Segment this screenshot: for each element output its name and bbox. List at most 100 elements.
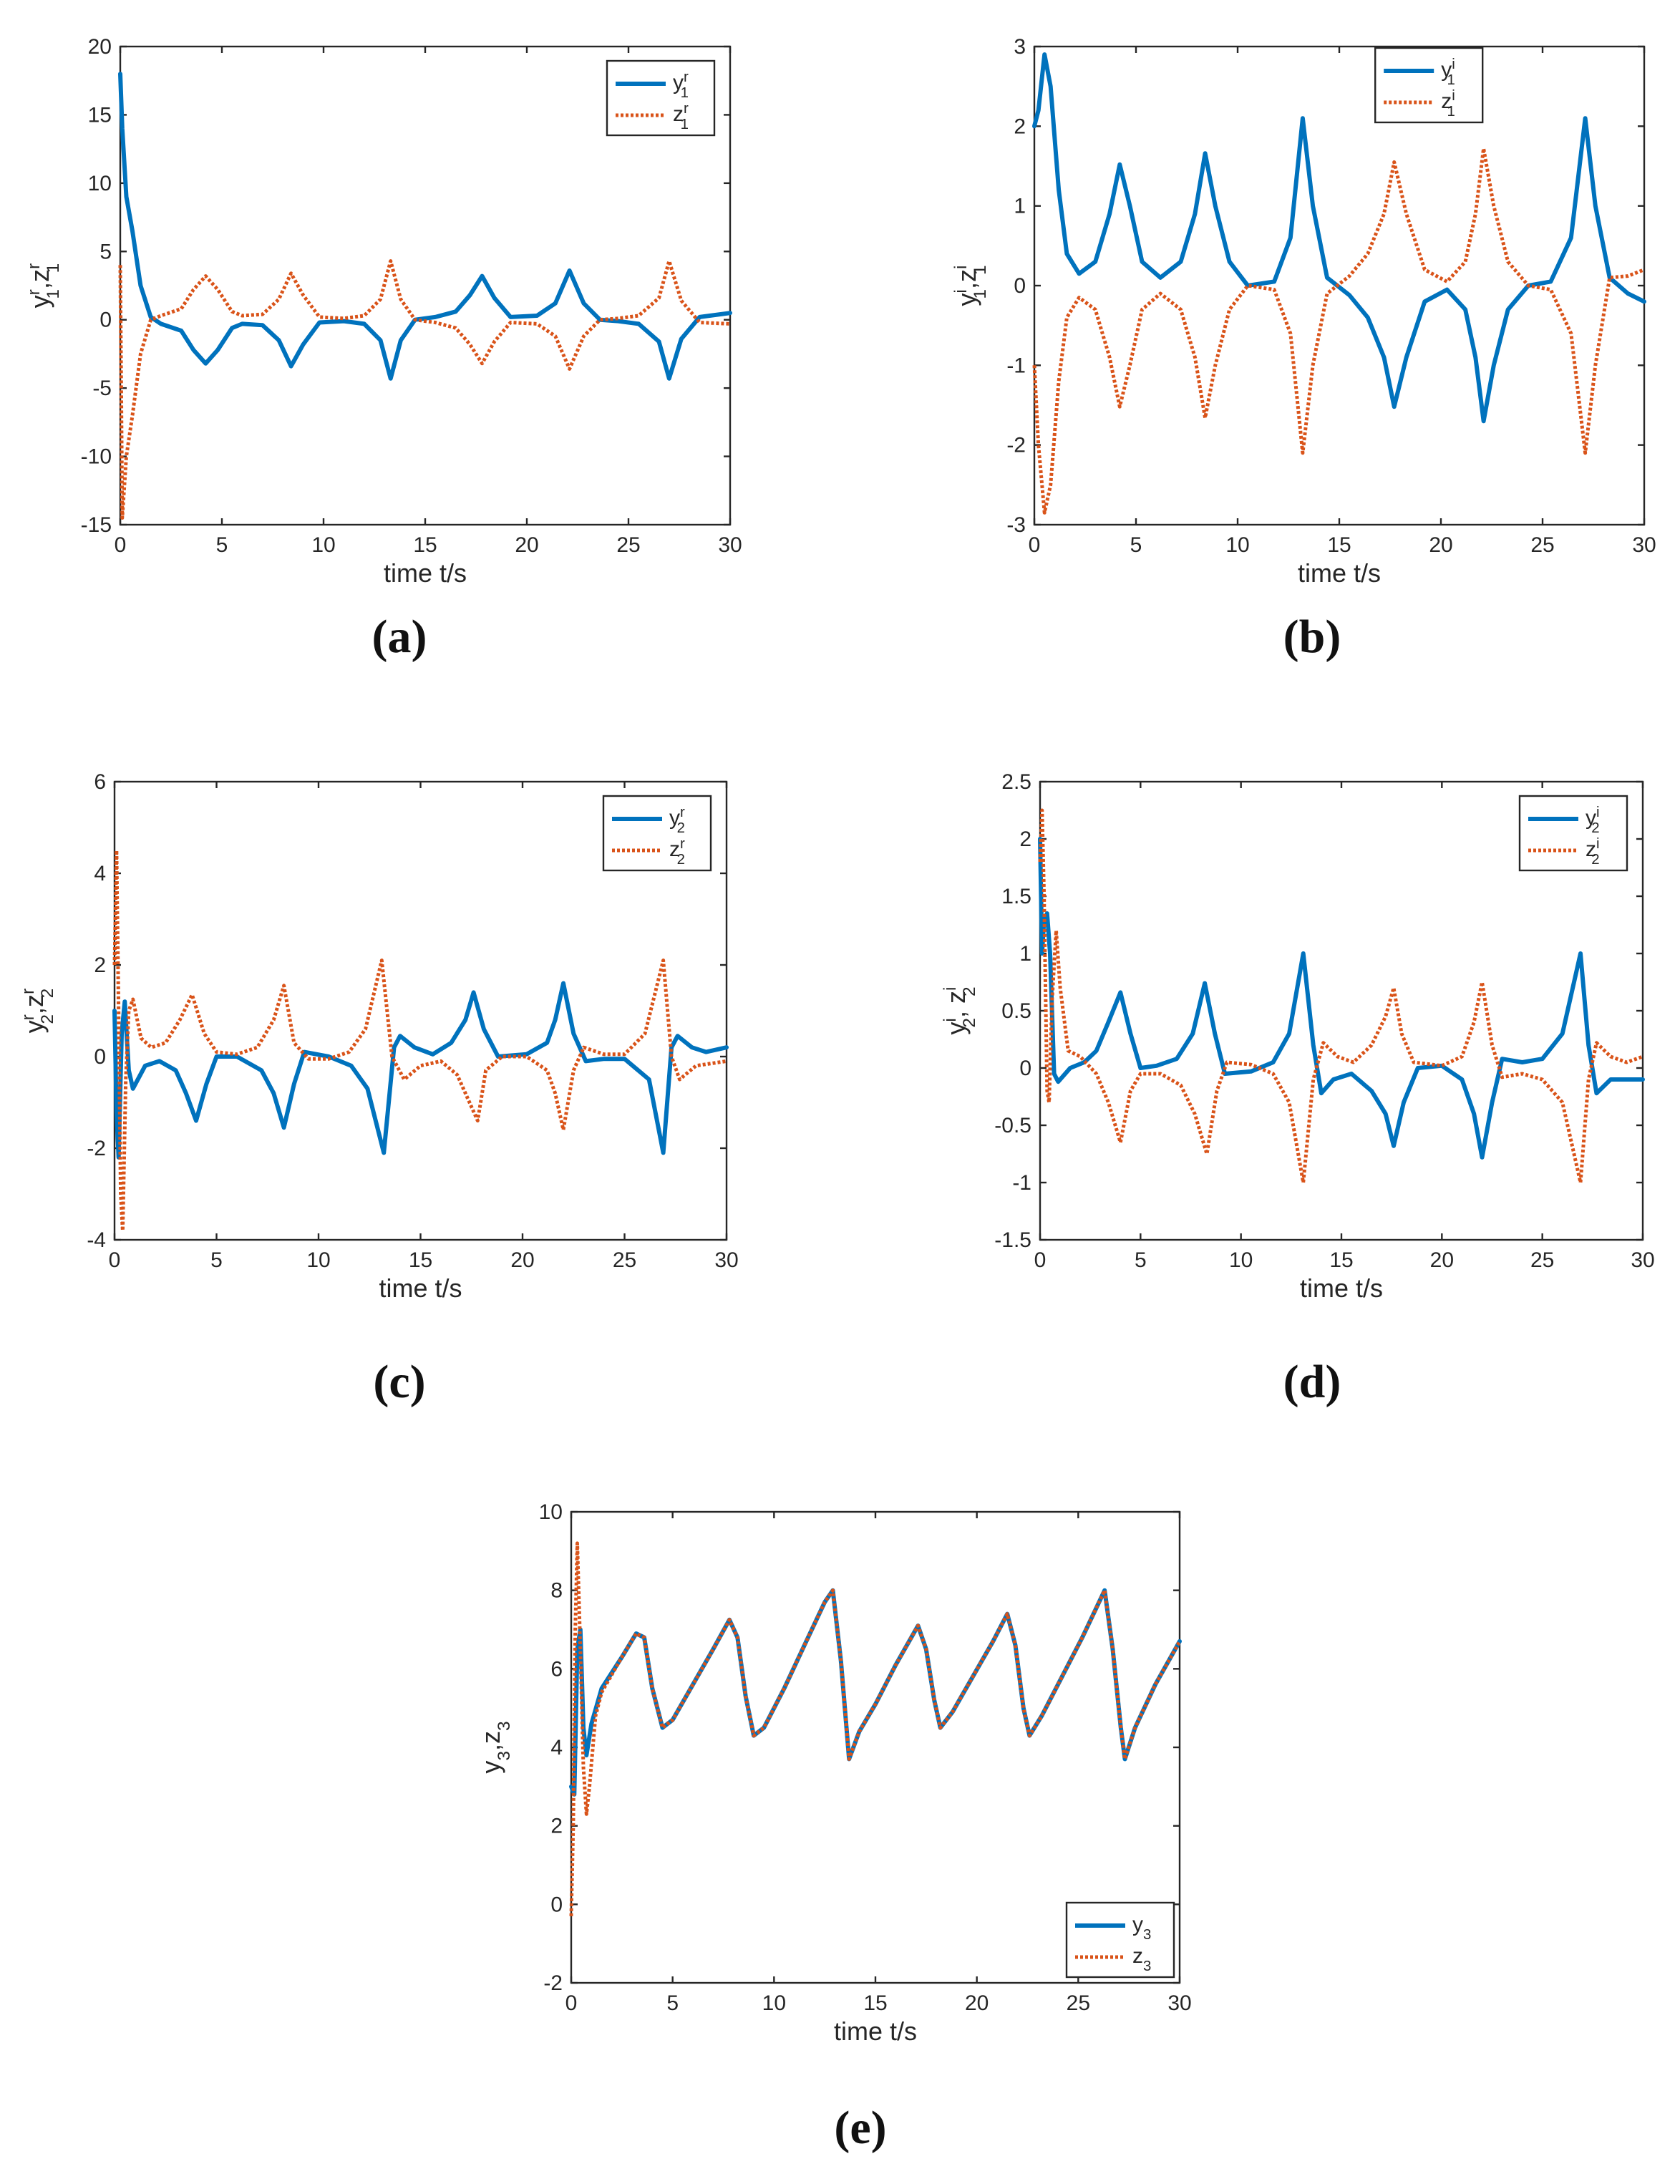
legend-y-label: yr 2 xyxy=(669,805,685,836)
legend-name-base: y xyxy=(1441,58,1452,82)
legend-name-base: y xyxy=(669,806,680,830)
y-label-part2-sub: 3 xyxy=(495,1721,514,1731)
y-tick-label: 20 xyxy=(88,35,112,59)
legend-name-sup: r xyxy=(680,805,685,820)
series-z-line xyxy=(1038,808,1643,1185)
y-tick-label: 5 xyxy=(99,240,112,263)
legend: yi 1zi 1 xyxy=(1374,47,1484,124)
y-tick-label: 4 xyxy=(550,1736,563,1760)
y-label-sep: , xyxy=(941,1004,971,1018)
x-tick-label: 25 xyxy=(1067,1991,1090,2015)
y-label-part1-base: y xyxy=(941,1022,971,1035)
y-tick-label: -2 xyxy=(1006,434,1026,457)
y-label-part2-base: z xyxy=(476,1731,505,1744)
legend-name-sup: i xyxy=(1452,88,1455,104)
y-tick-label: -1 xyxy=(1012,1171,1031,1195)
legend-name-sub: 3 xyxy=(1143,1927,1151,1943)
y-tick-label: 1.5 xyxy=(1001,885,1031,908)
y-label-part2-sub: 1 xyxy=(971,265,990,275)
x-tick-label: 0 xyxy=(1029,533,1041,557)
y-label-part1-sub: 1 xyxy=(971,289,990,299)
y-label-part2-sub: 2 xyxy=(960,986,979,996)
x-tick-label: 20 xyxy=(515,533,538,557)
y-label-part2-sup: i xyxy=(941,987,960,991)
y-tick-label: 4 xyxy=(94,862,106,885)
y-tick-label: 2 xyxy=(94,953,106,977)
x-tick-label: 30 xyxy=(1632,533,1656,557)
legend-name-sub: 3 xyxy=(1143,1959,1151,1974)
x-axis-label: time t/s xyxy=(379,1273,462,1303)
legend-name-sub: 2 xyxy=(677,852,685,868)
y-label-part2-base: z xyxy=(19,994,49,1007)
y-axis-label: y3,z3 xyxy=(476,1721,514,1773)
y-label-part1-sup: i xyxy=(951,289,971,293)
y-label-part2-base: z xyxy=(941,991,971,1004)
x-tick-label: 15 xyxy=(1327,533,1351,557)
y-label-part2-base: z xyxy=(952,269,981,282)
y-axis-label: yr1,zr1 xyxy=(24,263,63,309)
y-tick-label: 2 xyxy=(1019,828,1031,851)
x-tick-label: 5 xyxy=(210,1248,223,1272)
y-axis-label: yi1,zi1 xyxy=(951,265,990,306)
x-tick-label: 15 xyxy=(413,533,437,557)
y-label-part2-base: z xyxy=(25,269,54,282)
y-tick-label: 3 xyxy=(1014,35,1026,59)
y-tick-label: 0 xyxy=(94,1045,106,1069)
legend-name-sub: 1 xyxy=(681,85,689,101)
y-tick-label: -4 xyxy=(87,1228,106,1252)
legend-box xyxy=(602,795,712,872)
x-tick-label: 10 xyxy=(1225,533,1249,557)
legend-name-sup: r xyxy=(684,69,689,85)
x-tick-label: 30 xyxy=(1631,1248,1654,1272)
y-tick-label: 0.5 xyxy=(1001,999,1031,1023)
y-tick-label: 2.5 xyxy=(1001,770,1031,794)
caption-a: (a) xyxy=(372,611,427,663)
y-label-part2-sup: r xyxy=(24,263,44,269)
legend-z-label: z3 xyxy=(1132,1944,1151,1974)
legend-box xyxy=(606,59,716,137)
x-tick-label: 0 xyxy=(1034,1248,1047,1272)
y-label-part1-sub: 3 xyxy=(495,1751,514,1761)
y-tick-label: -0.5 xyxy=(994,1114,1031,1137)
y-tick-label: 0 xyxy=(99,309,112,332)
legend-name-base: z xyxy=(1441,89,1452,113)
y-tick-label: -2 xyxy=(543,1971,563,1995)
legend-name-sup: i xyxy=(1452,57,1455,72)
legend-name-sub: 2 xyxy=(677,820,685,836)
legend-y-label: yi 1 xyxy=(1441,57,1455,88)
chart-svg-d: 0 5 10 15 20 25 30 -1.5 -1 -0.5 0 0.5 1 1.5 2 2.5 time t… xyxy=(941,770,1655,1303)
x-tick-label: 25 xyxy=(1530,533,1554,557)
caption-e: (e) xyxy=(834,2102,887,2154)
x-tick-label: 30 xyxy=(714,1248,738,1272)
x-tick-label: 15 xyxy=(863,1991,887,2015)
y-label-sep: , xyxy=(476,1744,505,1751)
y-tick-label: 10 xyxy=(539,1500,563,1524)
x-tick-label: 25 xyxy=(613,1248,636,1272)
y-tick-label: 0 xyxy=(550,1893,563,1916)
legend-box xyxy=(1374,47,1484,124)
chart-panel-a: 0 5 10 15 20 25 30 -15 -10 -5 0 5 10 15 20 time t/s yr1,… xyxy=(0,14,759,594)
y-label-sep: , xyxy=(25,282,54,289)
y-label-sep: , xyxy=(952,282,981,289)
x-tick-label: 30 xyxy=(718,533,742,557)
legend-name-sub: 1 xyxy=(1447,72,1455,88)
x-tick-label: 5 xyxy=(1135,1248,1147,1272)
y-label-part2-sup: r xyxy=(19,989,38,994)
x-axis-label: time t/s xyxy=(1300,1273,1383,1303)
caption-c: (c) xyxy=(373,1356,426,1408)
chart-panel-e: 0 5 10 15 20 25 30 -2 0 2 4 6 8 10 time t/s y3,z3 y3 z3 xyxy=(458,1493,1217,2079)
x-tick-label: 10 xyxy=(311,533,335,557)
y-tick-label: 2 xyxy=(1014,115,1026,138)
x-tick-label: 10 xyxy=(762,1991,786,2015)
y-label-part2-sub: 2 xyxy=(38,989,57,999)
y-tick-label: 0 xyxy=(1019,1057,1031,1080)
y-label-part1-sup: i xyxy=(941,1018,960,1021)
y-tick-label: -1 xyxy=(1006,354,1026,377)
legend-box xyxy=(1065,1901,1175,1979)
legend-name-base: z xyxy=(669,838,680,861)
y-tick-label: 6 xyxy=(550,1657,563,1681)
series-z-line xyxy=(118,259,731,520)
